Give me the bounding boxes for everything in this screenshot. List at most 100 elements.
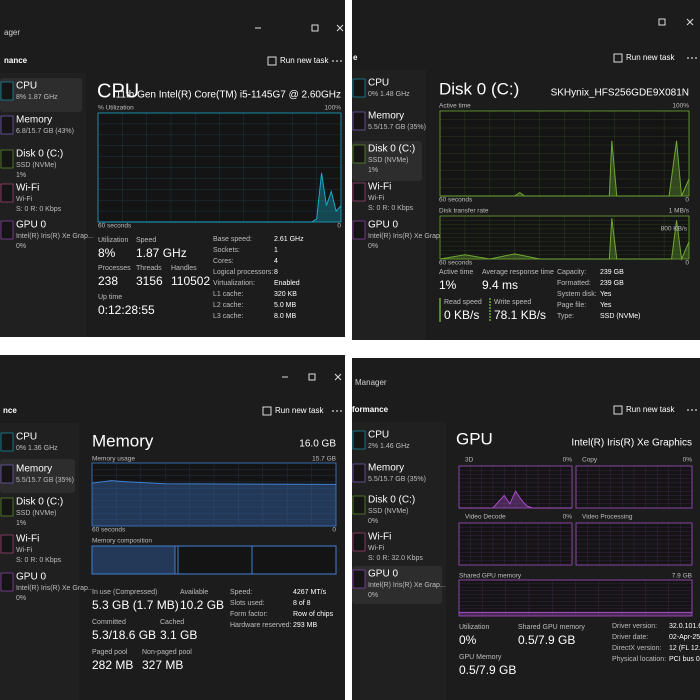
sidebar-item-detail: 1% [16, 520, 26, 527]
sidebar-selection [352, 566, 442, 604]
close-button[interactable] [686, 18, 694, 26]
task-manager-panel: nce Run new task CPU 0% 1.36 GHz Memory 5.5/1… [0, 355, 345, 700]
sidebar-item-name[interactable]: Memory [368, 463, 404, 474]
device-name: SKHynix_HFS256GDE9X081N [551, 88, 689, 99]
graph-label: 0 [332, 527, 336, 534]
sidebar-item-detail: Intel(R) Iris(R) Xe Grap... [368, 233, 446, 240]
graph-label: 100% [672, 103, 689, 110]
detail-value: 239 GB [600, 280, 624, 287]
detail-value: Yes [600, 291, 612, 298]
sidebar-item-name[interactable]: Disk 0 (C:) [16, 149, 63, 160]
run-new-task-button[interactable]: Run new task [626, 405, 675, 414]
run-new-task-button[interactable]: Run new task [626, 53, 675, 62]
sidebar-item-name[interactable]: Wi-Fi [16, 183, 39, 194]
maximize-button[interactable] [658, 18, 666, 26]
task-manager-panel: Manager formance Run new task CPU 2% 1.46 GH… [352, 358, 700, 700]
section-heading: CPU [97, 80, 139, 102]
sidebar-selection [0, 78, 82, 112]
sidebar-item-name[interactable]: GPU 0 [16, 220, 46, 231]
sidebar-thumbnail[interactable] [352, 182, 366, 202]
sidebar-thumbnail[interactable] [352, 144, 366, 164]
detail-label: System disk: [557, 291, 597, 298]
sidebar-thumbnail[interactable] [0, 464, 14, 484]
sidebar-background [0, 73, 86, 337]
sidebar-thumbnail[interactable] [352, 111, 366, 131]
graph-label: Shared GPU memory [459, 573, 522, 580]
sidebar-item-name[interactable]: Wi-Fi [16, 534, 39, 545]
sidebar-item-name[interactable]: CPU [368, 430, 389, 441]
sidebar-item-name[interactable]: CPU [16, 432, 37, 443]
stat-value: 282 MB [92, 658, 133, 672]
detail-value: SSD (NVMe) [600, 313, 640, 320]
stat-value: 8% [98, 246, 116, 260]
detail-value: 5.0 MB [274, 302, 297, 309]
detail-label: Virtualization: [213, 280, 255, 287]
graph-label: Memory composition [92, 538, 152, 545]
stat-value: 0.5/7.9 GB [459, 663, 516, 677]
graph-label: 7.9 GB [672, 573, 692, 580]
more-dot [691, 409, 693, 411]
stat-label: Utilization [459, 624, 489, 631]
sidebar-item-name[interactable]: Memory [368, 111, 404, 122]
sidebar-thumbnail[interactable] [0, 497, 14, 517]
stat-label: Committed [92, 619, 126, 626]
detail-value: 8 of 8 [293, 600, 311, 607]
task-manager-panel: e Run new task CPU 0% 1.48 GHz Memory 5.5/15.… [352, 0, 700, 340]
stat-label: Up time [98, 294, 122, 301]
detail-value: 2.61 GHz [274, 236, 304, 243]
close-button[interactable] [334, 373, 342, 381]
sidebar-item-detail: S: 0 R: 0 Kbps [16, 206, 62, 213]
sidebar-item-name[interactable]: Disk 0 (C:) [368, 495, 415, 506]
sidebar-item-name[interactable]: CPU [16, 81, 37, 92]
sidebar-item-name[interactable]: GPU 0 [368, 220, 398, 231]
run-new-task-button[interactable]: Run new task [280, 56, 329, 65]
sidebar-item-name[interactable]: CPU [368, 78, 389, 89]
more-dot [695, 57, 697, 59]
stat-label: Write speed [494, 299, 531, 306]
sidebar-thumbnail[interactable] [0, 149, 14, 169]
sidebar-thumbnail[interactable] [352, 430, 366, 450]
sidebar-item-name[interactable]: GPU 0 [16, 572, 46, 583]
sidebar-thumbnail[interactable] [0, 220, 14, 240]
sidebar-thumbnail[interactable] [352, 532, 366, 552]
sidebar-thumbnail[interactable] [352, 220, 366, 240]
sidebar-thumbnail[interactable] [352, 495, 366, 515]
more-dot [687, 57, 689, 59]
sidebar-item-name[interactable]: Wi-Fi [368, 182, 391, 193]
sidebar-item-name[interactable]: Memory [16, 464, 52, 475]
graph-area [458, 465, 573, 509]
sidebar-item-detail: S: 0 R: 32.0 Kbps [368, 555, 423, 562]
graph-area [439, 215, 690, 260]
maximize-button[interactable] [308, 373, 316, 381]
detail-label: Driver version: [612, 623, 657, 630]
sidebar-thumbnail[interactable] [0, 183, 14, 203]
sidebar-thumbnail[interactable] [352, 463, 366, 483]
graph-label: Video Processing [582, 514, 633, 521]
more-dot [336, 410, 338, 412]
sidebar-item-name[interactable]: Memory [16, 115, 52, 126]
sidebar-thumbnail[interactable] [0, 81, 14, 101]
sidebar-item-name[interactable]: Disk 0 (C:) [368, 144, 415, 155]
stat-value: 5.3/18.6 GB [92, 628, 156, 642]
graph-line [459, 490, 572, 509]
sidebar-item-name[interactable]: Wi-Fi [368, 532, 391, 543]
stat-value: 0 KB/s [444, 308, 479, 322]
sidebar-thumbnail[interactable] [0, 432, 14, 452]
stat-label: Threads [136, 265, 162, 272]
detail-label: Sockets: [213, 247, 240, 254]
sidebar-thumbnail[interactable] [0, 115, 14, 135]
sidebar-thumbnail[interactable] [352, 78, 366, 98]
stat-value: 0:12:28:55 [98, 303, 155, 317]
sidebar-thumbnail[interactable] [352, 569, 366, 589]
run-new-task-button[interactable]: Run new task [275, 406, 324, 415]
sidebar-item-name[interactable]: GPU 0 [368, 569, 398, 580]
sidebar-thumbnail[interactable] [0, 534, 14, 554]
composition-bar [91, 545, 337, 575]
sidebar-item-name[interactable]: Disk 0 (C:) [16, 497, 63, 508]
close-button[interactable] [336, 24, 344, 32]
maximize-button[interactable] [311, 24, 319, 32]
sidebar-thumbnail[interactable] [0, 572, 14, 592]
detail-label: Type: [557, 313, 574, 320]
graph-label: 0% [683, 457, 693, 464]
